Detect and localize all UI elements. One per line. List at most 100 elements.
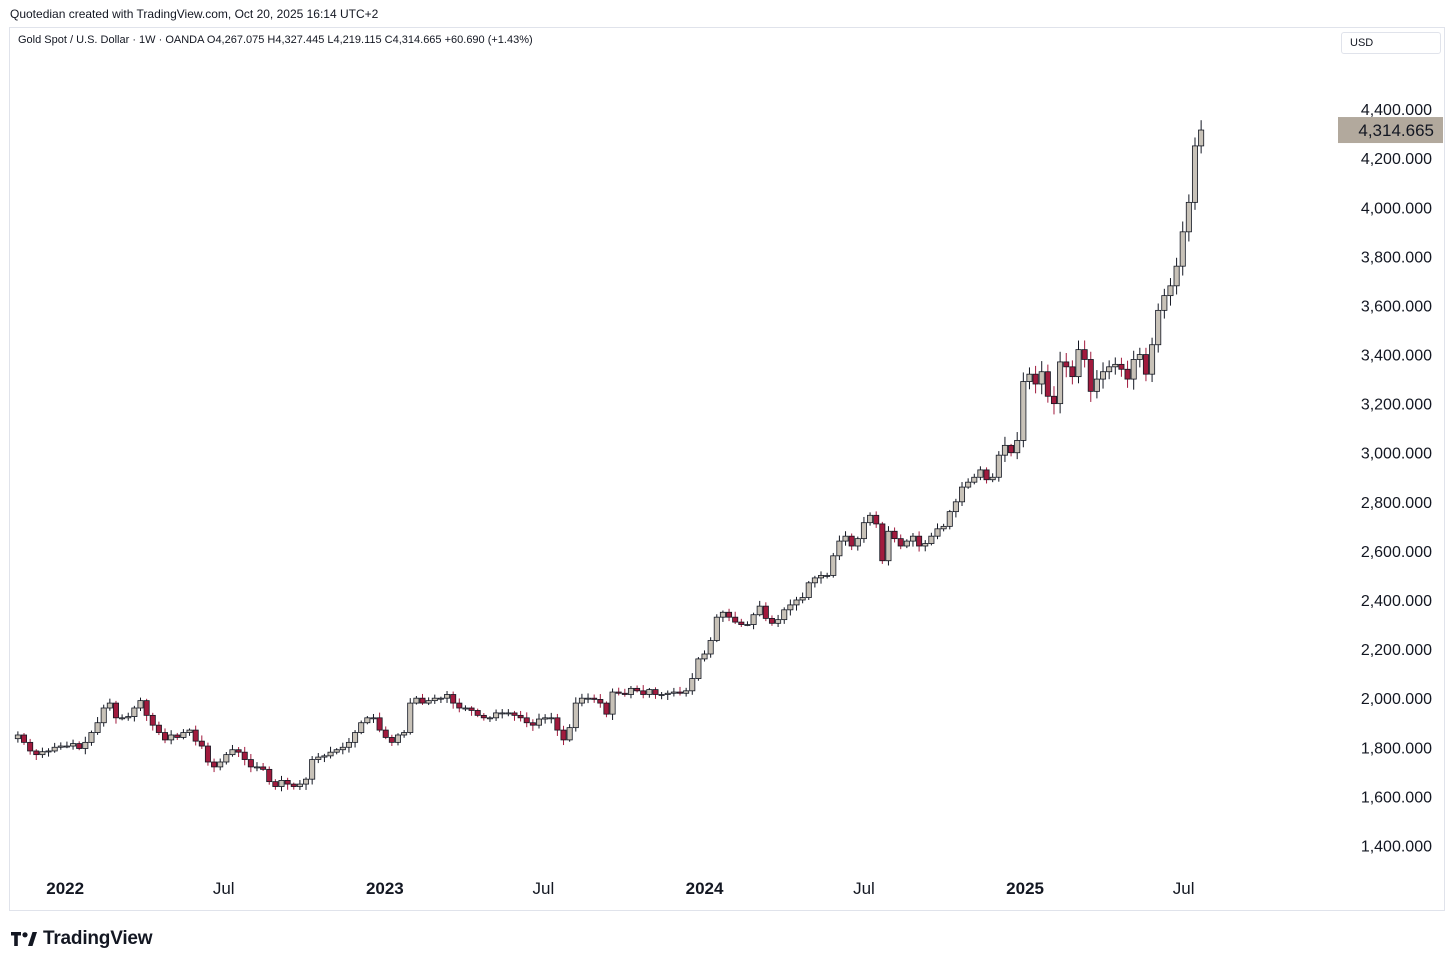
time-tick-label: 2025 [1006, 879, 1044, 898]
candle [799, 592, 806, 604]
price-tick-label: 3,200.000 [1361, 397, 1432, 414]
candle [719, 610, 726, 622]
candle [928, 532, 935, 546]
candle [658, 691, 665, 700]
tradingview-logo: TradingView [11, 928, 153, 950]
candle [903, 539, 910, 549]
candle [39, 747, 46, 758]
candle [1118, 357, 1125, 377]
candle [1026, 367, 1033, 390]
candle [1087, 351, 1094, 402]
candle [186, 728, 193, 736]
candle [529, 719, 536, 731]
candle [548, 712, 555, 724]
candle [511, 710, 518, 721]
candle [1130, 350, 1137, 390]
candle [897, 534, 904, 550]
candle [634, 685, 641, 693]
candle [407, 698, 414, 735]
time-tick-label: Jul [1173, 879, 1195, 898]
candle [756, 600, 763, 617]
candle [241, 746, 248, 766]
price-tick-label: 2,600.000 [1361, 544, 1432, 561]
candle [309, 756, 316, 785]
candle [713, 614, 720, 643]
price-tick-label: 2,800.000 [1361, 495, 1432, 512]
time-tick-label: Jul [853, 879, 875, 898]
candle [1136, 347, 1143, 368]
candle [1057, 351, 1064, 414]
time-tick-label: 2024 [686, 879, 724, 898]
candle [1081, 340, 1088, 368]
chart-frame [9, 27, 1445, 911]
candle [119, 714, 126, 721]
candle [505, 709, 512, 717]
candle [82, 736, 89, 755]
candle [493, 709, 500, 721]
candle [517, 710, 524, 722]
candle [1124, 360, 1131, 388]
last-price-badge [1338, 117, 1443, 144]
candle [155, 721, 162, 736]
candle [664, 690, 671, 700]
time-tick-label: Jul [213, 879, 235, 898]
candle [867, 512, 874, 526]
candle [112, 700, 119, 724]
candle [995, 451, 1002, 482]
candle [965, 478, 972, 489]
candle [474, 708, 481, 718]
candle [940, 523, 947, 532]
candle [462, 705, 469, 712]
chart-credit: Quotedian created with TradingView.com, … [10, 7, 379, 21]
price-tick-label: 1,800.000 [1361, 740, 1432, 757]
candle [585, 693, 592, 704]
last-price-marker: 4,314.665 [1338, 117, 1443, 144]
candle [413, 695, 420, 705]
candle [339, 742, 346, 755]
candle [174, 732, 181, 740]
candle [989, 473, 996, 483]
candle [1020, 372, 1027, 448]
candle [480, 713, 487, 721]
price-tick-label: 1,400.000 [1361, 838, 1432, 855]
candle [162, 728, 169, 744]
currency-selector[interactable]: USD [1341, 32, 1441, 54]
candle [456, 698, 463, 713]
candle [260, 762, 267, 771]
price-tick-label: 2,000.000 [1361, 691, 1432, 708]
candle [836, 535, 843, 561]
candle [701, 650, 708, 662]
candle [848, 533, 855, 551]
candle [229, 744, 236, 757]
candle [787, 599, 794, 616]
candle [670, 687, 677, 697]
candle [1075, 340, 1082, 384]
candle [609, 688, 616, 720]
candle [1149, 337, 1156, 383]
candle [695, 657, 702, 681]
candle [726, 608, 733, 622]
candle [652, 687, 659, 699]
price-tick-label: 4,000.000 [1361, 200, 1432, 217]
candle [168, 730, 175, 745]
candle [1063, 353, 1070, 378]
candle [744, 621, 751, 627]
candle [952, 498, 959, 518]
candle [959, 482, 966, 507]
price-tick-label: 2,400.000 [1361, 593, 1432, 610]
candle [198, 735, 205, 749]
candle [860, 516, 867, 543]
candle [247, 753, 254, 773]
candle [689, 673, 696, 695]
candle [106, 698, 113, 711]
candle [388, 734, 395, 746]
time-axis: 2022 Jul 2023 Jul 2024 Jul 2025 Jul [46, 879, 1194, 898]
candle [646, 687, 653, 698]
candle [419, 693, 426, 705]
candle [51, 742, 58, 753]
candle [768, 615, 775, 626]
candle [437, 696, 444, 703]
candle [444, 691, 451, 703]
candle [27, 738, 34, 755]
